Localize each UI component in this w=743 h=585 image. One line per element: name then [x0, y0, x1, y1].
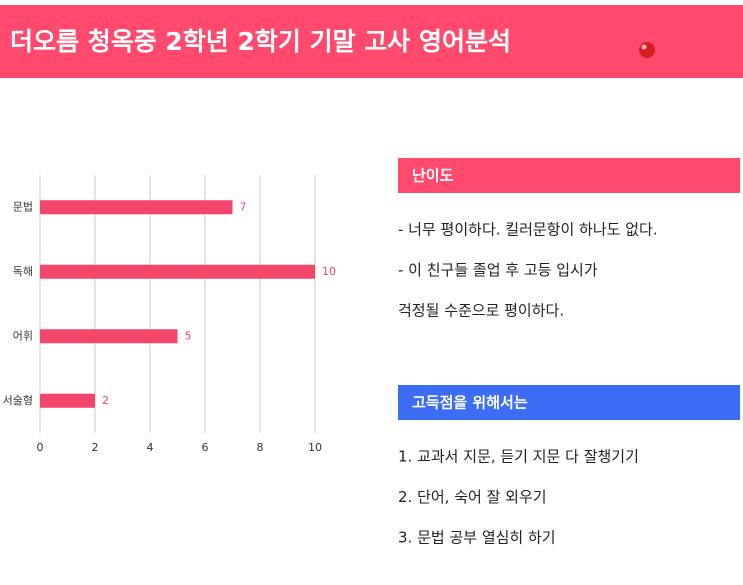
- value-label: 7: [240, 200, 247, 213]
- section-line: - 이 친구들 졸업 후 고등 입시가: [398, 261, 598, 279]
- section-header: [398, 385, 740, 420]
- x-tick-label: 4: [147, 441, 154, 454]
- section-header: [398, 158, 740, 193]
- header-title: 더오름 청옥중 2학년 2학기 기말 고사 영어분석: [10, 27, 511, 56]
- value-label: 5: [185, 329, 192, 342]
- section-line: 2. 단어, 숙어 잘 외우기: [398, 488, 547, 506]
- x-tick-label: 0: [37, 441, 44, 454]
- section-line: 걱정될 수준으로 평이하다.: [398, 302, 564, 320]
- y-tick-label: 서술형: [3, 394, 33, 407]
- bar: [40, 264, 315, 279]
- x-tick-label: 6: [202, 441, 209, 454]
- y-tick-label: 독해: [13, 264, 33, 278]
- bar: [40, 329, 178, 344]
- x-tick-label: 10: [308, 441, 322, 454]
- section-line: 3. 문법 공부 열심히 하기: [398, 529, 556, 547]
- y-tick-label: 문법: [13, 200, 33, 213]
- bar: [40, 393, 95, 408]
- x-tick-label: 8: [257, 441, 264, 454]
- section-line: - 너무 평이하다. 킬러문항이 하나도 없다.: [398, 221, 658, 239]
- x-tick-label: 2: [92, 441, 99, 454]
- header-bar: [0, 5, 743, 78]
- section-line: 1. 교과서 지문, 듣기 지문 다 잘챙기기: [398, 448, 639, 466]
- section-title: 고득점을 위해서는: [412, 394, 528, 412]
- y-tick-label: 어휘: [13, 329, 33, 342]
- value-label: 2: [102, 394, 109, 407]
- value-label: 10: [322, 265, 336, 278]
- decor-ball-shine: [641, 44, 647, 50]
- bar: [40, 200, 233, 215]
- decor-ball: [639, 42, 655, 58]
- section-title: 난이도: [412, 167, 454, 185]
